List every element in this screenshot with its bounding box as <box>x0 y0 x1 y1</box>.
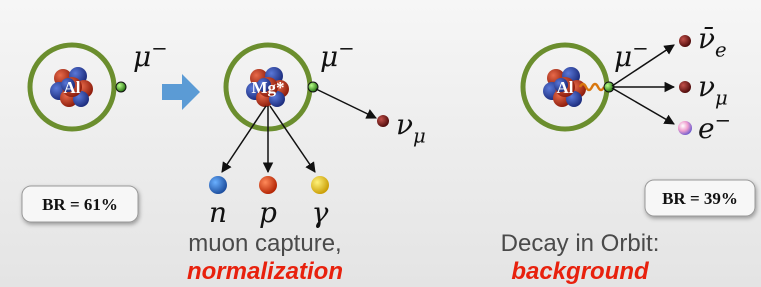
role: normalization <box>187 258 343 285</box>
symbol: ν̄ <box>698 22 715 55</box>
nucleus-label: Al <box>557 78 574 97</box>
superscript: − <box>632 37 648 60</box>
superscript: − <box>151 37 167 60</box>
nucleus-label: Mg* <box>251 78 284 97</box>
particle-label: γ <box>312 196 329 229</box>
diagram: Al μ− Mg* μ− νμ n p γ BR = 61% muon capt… <box>0 0 761 287</box>
nucleus-label: Al <box>64 78 81 97</box>
particle <box>678 121 692 135</box>
subscript: μ <box>715 86 728 109</box>
particle <box>311 176 329 194</box>
subscript: μ <box>413 124 426 147</box>
role: background <box>511 258 650 285</box>
muon <box>116 82 126 92</box>
particle <box>259 176 277 194</box>
symbol: μ <box>320 40 338 73</box>
particle <box>209 176 227 194</box>
symbol: μ <box>614 40 632 73</box>
symbol: ν <box>396 108 413 141</box>
subscript: e <box>715 38 727 61</box>
branching-ratio: BR = 61% <box>42 195 118 214</box>
particle <box>377 115 389 127</box>
symbol: μ <box>133 40 151 73</box>
particle <box>679 81 691 93</box>
branching-ratio: BR = 39% <box>662 189 738 208</box>
muon <box>308 82 318 92</box>
caption: muon capture, <box>188 230 341 257</box>
superscript: − <box>338 37 354 60</box>
superscript: − <box>715 109 731 132</box>
particle <box>679 35 691 47</box>
caption: Decay in Orbit: <box>501 230 660 257</box>
symbol: e <box>698 112 715 145</box>
muon <box>604 82 614 92</box>
particle-label: n <box>209 196 227 229</box>
symbol: ν <box>698 70 715 103</box>
particle-label: p <box>259 196 277 229</box>
